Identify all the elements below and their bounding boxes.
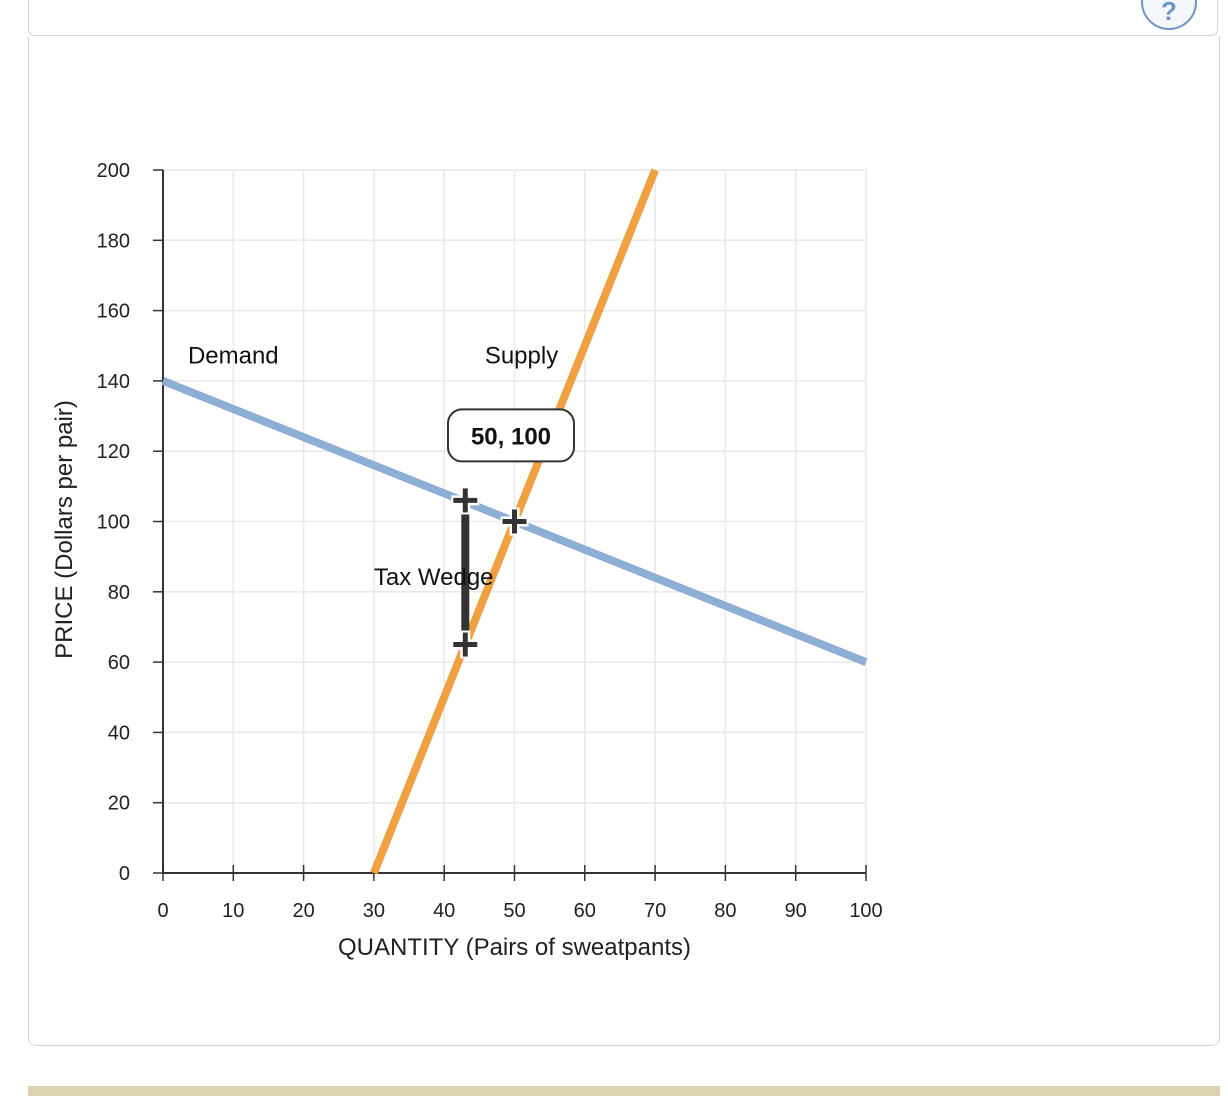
- x-tick-label: 40: [433, 900, 455, 922]
- y-tick-label: 80: [108, 582, 130, 604]
- x-tick-label: 10: [222, 900, 244, 922]
- supply-label: Supply: [485, 342, 558, 369]
- x-tick-label: 100: [849, 900, 882, 922]
- x-tick-label: 90: [785, 900, 807, 922]
- y-tick-label: 0: [119, 863, 130, 885]
- y-tick-label: 20: [108, 793, 130, 815]
- axes: 0 10 20 30 40 50 60 70 80 90 100 0 20 40 60 80 100 120 140…: [97, 160, 883, 922]
- y-tick-label: 100: [97, 512, 130, 534]
- tax-wedge-bottom-marker: [451, 630, 480, 659]
- y-tick-label: 140: [97, 371, 130, 393]
- x-tick-label: 30: [363, 900, 385, 922]
- x-tick-label: 50: [503, 900, 525, 922]
- y-tick-label: 60: [108, 652, 130, 674]
- y-tick-label: 180: [97, 230, 130, 252]
- panel-top: [28, 0, 1218, 36]
- annotations: Demand Supply Tax Wedge 50, 100: [188, 342, 575, 659]
- x-tick-label: 20: [292, 900, 314, 922]
- y-tick-label: 200: [97, 160, 130, 182]
- graph-panel: [28, 36, 1220, 1046]
- bottom-bar: [28, 1086, 1220, 1096]
- x-tick-label: 60: [574, 900, 596, 922]
- equilibrium-marker: [500, 507, 529, 536]
- y-axis-title: PRICE (Dollars per pair): [51, 400, 78, 659]
- tax-wedge-label: Tax Wedge: [374, 564, 494, 591]
- point-label: 50, 100: [471, 423, 551, 450]
- demand-label: Demand: [188, 342, 279, 369]
- y-tick-label: 120: [97, 441, 130, 463]
- y-tick-label: 160: [97, 301, 130, 323]
- y-tick-label: 40: [108, 722, 130, 744]
- x-tick-label: 0: [157, 900, 168, 922]
- x-axis-title: QUANTITY (Pairs of sweatpants): [338, 934, 691, 961]
- help-icon: ?: [1161, 0, 1177, 26]
- point-label-box: [446, 408, 575, 463]
- x-tick-label: 80: [714, 900, 736, 922]
- tax-wedge-top-marker: [451, 486, 480, 515]
- x-tick-label: 70: [644, 900, 666, 922]
